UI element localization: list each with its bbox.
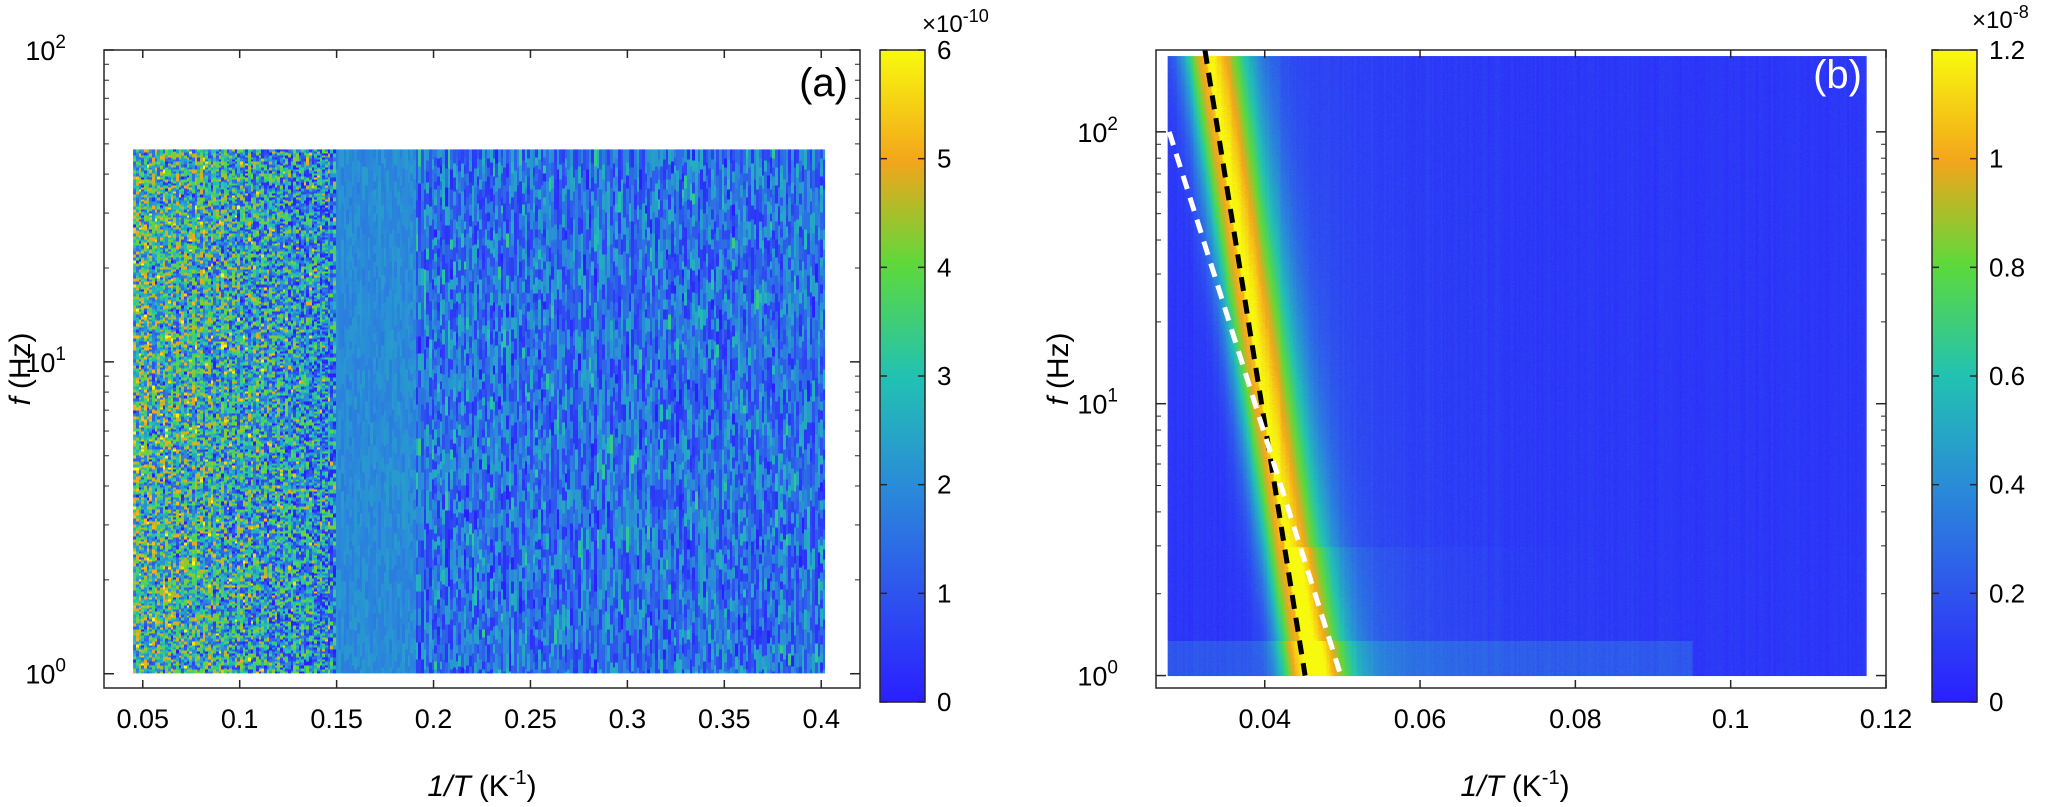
colorbar-ticks-a: 0 1 2 3 4 5 6 [880,35,951,717]
x-axis-a: 0.05 0.1 0.15 0.2 0.25 0.3 0.35 0.4 [116,50,840,734]
heatmap-b [1166,50,1867,677]
colorbar-tick-label: 0.4 [1989,470,2025,500]
fit-line-white [1166,131,1344,677]
colorbar-tick-label: 0 [937,687,951,717]
y-tick-label: 102 [25,32,66,66]
panel-label-b: (b) [1813,53,1862,97]
colorbar-tick-label: 0.2 [1989,578,2025,608]
x-axis-label-b: 1/T (K-1) [1460,767,1569,803]
colorbar-multiplier-a: ×10-10 [922,6,989,38]
y-tick-label: 101 [1077,386,1118,420]
x-tick-label: 0.1 [221,704,259,734]
panel-label-a: (a) [799,61,848,105]
y-axis-a: 100 101 102 [25,32,860,690]
x-tick-label: 0.08 [1549,704,1602,734]
colorbar-tick-label: 0.6 [1989,361,2025,391]
x-tick-label: 0.15 [310,704,363,734]
plot-frame-b [1155,49,1887,689]
y-tick-label: 102 [1077,114,1118,148]
y-tick-label: 100 [1077,658,1118,692]
y-axis-label-b: f(Hz) [1042,333,1075,406]
x-tick-label: 0.3 [609,704,647,734]
colorbar-tick-label: 5 [937,144,951,174]
colorbar-tick-label: 1 [937,578,951,608]
x-tick-label: 0.4 [802,704,840,734]
colorbar-tick-label: 4 [937,252,951,282]
y-axis-b: 100 101 102 [1077,49,1886,692]
x-tick-label: 0.1 [1712,704,1750,734]
heatmap-a [133,149,826,674]
x-axis-label-a: 1/T (K-1) [427,767,536,803]
colorbar-tick-label: 6 [937,35,951,65]
fit-lines-b [1166,50,1344,677]
x-tick-label: 0.25 [504,704,557,734]
y-tick-label: 100 [25,656,66,690]
x-tick-label: 0.2 [415,704,453,734]
x-tick-label: 0.06 [1394,704,1447,734]
colorbar-tick-label: 1 [1989,144,2003,174]
colorbar-tick-label: 0.8 [1989,252,2025,282]
colorbar-tick-label: 2 [937,470,951,500]
y-tick-label: 101 [25,344,66,378]
colorbar-a: 0 1 2 3 4 5 6 ×10-10 [879,6,989,717]
fit-line-black [1202,50,1308,676]
x-tick-label: 0.12 [1860,704,1913,734]
colorbar-b: 0 0.2 0.4 0.6 0.8 1 1.2 ×10-8 [1931,2,2029,717]
panel-b: 0.04 0.06 0.08 0.1 0.12 100 101 102 (b) 1/T (K-… [1042,2,2029,803]
colorbar-tick-label: 0 [1989,687,2003,717]
x-tick-label: 0.35 [698,704,751,734]
x-tick-label: 0.04 [1238,704,1291,734]
colorbar-ticks-b: 0 0.2 0.4 0.6 0.8 1 1.2 [1932,35,2025,717]
x-axis-b: 0.04 0.06 0.08 0.1 0.12 [1238,50,1912,734]
colorbar-multiplier-b: ×10-8 [1972,2,2029,34]
y-axis-label-a: f(Hz) [4,333,37,406]
x-tick-label: 0.05 [116,704,169,734]
plot-frame-a [103,49,861,689]
colorbar-tick-label: 3 [937,361,951,391]
colorbar-tick-label: 1.2 [1989,35,2025,65]
